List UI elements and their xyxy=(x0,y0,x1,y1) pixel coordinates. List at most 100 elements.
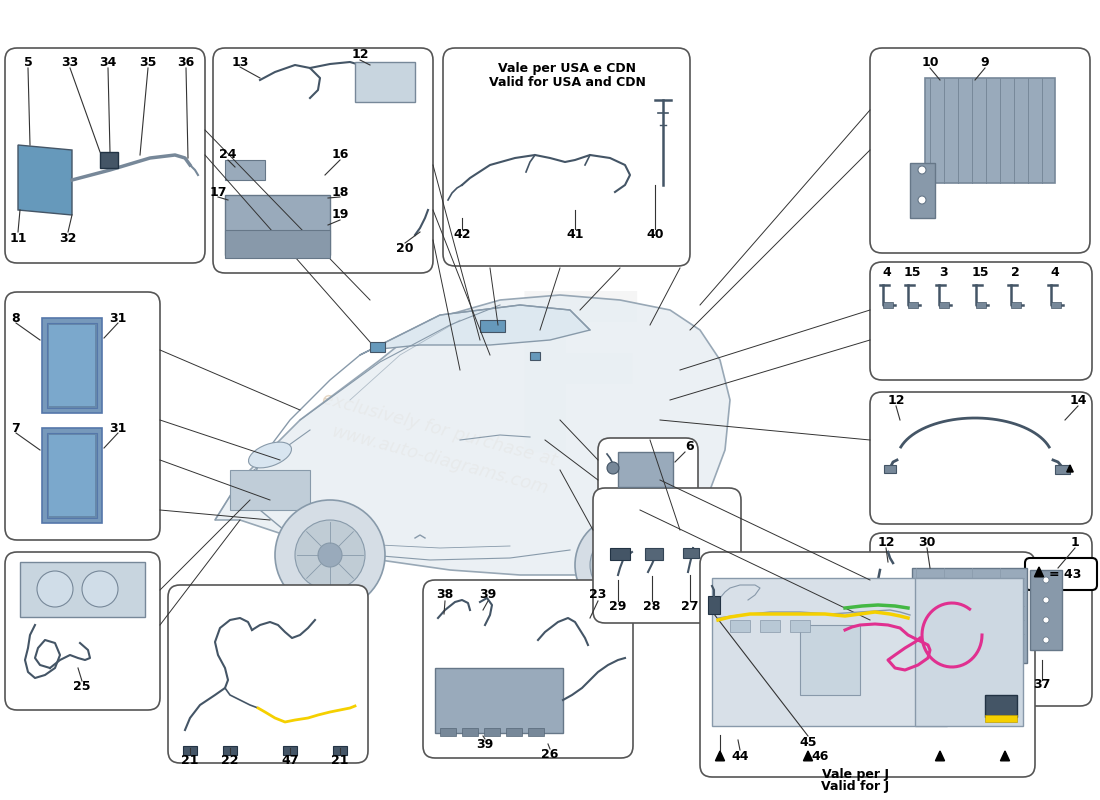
Bar xyxy=(484,728,500,736)
Bar xyxy=(434,668,563,733)
Polygon shape xyxy=(715,751,725,761)
Bar xyxy=(42,318,102,413)
Bar xyxy=(47,433,97,518)
Text: 27: 27 xyxy=(681,601,698,614)
Text: 15: 15 xyxy=(903,266,921,279)
Text: 24: 24 xyxy=(219,149,236,162)
Bar xyxy=(230,470,310,510)
Circle shape xyxy=(275,500,385,610)
Circle shape xyxy=(607,462,619,474)
Bar xyxy=(226,230,330,258)
Text: 39: 39 xyxy=(480,589,496,602)
Bar xyxy=(683,548,698,558)
FancyBboxPatch shape xyxy=(6,48,205,263)
Bar xyxy=(912,568,1027,663)
Text: 18: 18 xyxy=(331,186,349,198)
Bar xyxy=(760,620,780,632)
FancyBboxPatch shape xyxy=(870,262,1092,380)
Text: 23: 23 xyxy=(590,589,607,602)
Text: 9: 9 xyxy=(981,57,989,70)
FancyBboxPatch shape xyxy=(700,552,1035,777)
Text: 1: 1 xyxy=(1070,535,1079,549)
Text: 41: 41 xyxy=(566,229,584,242)
Text: 32: 32 xyxy=(59,231,77,245)
Bar xyxy=(333,746,346,755)
Bar xyxy=(1050,302,1062,308)
Text: 26: 26 xyxy=(541,749,559,762)
Ellipse shape xyxy=(575,518,666,613)
Polygon shape xyxy=(803,751,813,761)
Circle shape xyxy=(37,571,73,607)
Bar xyxy=(370,342,385,352)
Text: 45: 45 xyxy=(800,735,816,749)
Bar xyxy=(226,160,265,180)
Bar xyxy=(976,302,986,308)
Bar xyxy=(984,715,1018,722)
Text: 44: 44 xyxy=(732,750,749,763)
Text: Vale per USA e CDN: Vale per USA e CDN xyxy=(498,62,636,75)
Text: 42: 42 xyxy=(453,229,471,242)
Ellipse shape xyxy=(610,554,630,576)
Text: 31: 31 xyxy=(109,422,126,434)
Text: 21: 21 xyxy=(182,754,199,766)
Circle shape xyxy=(918,196,926,204)
FancyBboxPatch shape xyxy=(870,48,1090,253)
Bar xyxy=(1011,302,1021,308)
Text: 36: 36 xyxy=(177,57,195,70)
Polygon shape xyxy=(1034,567,1044,577)
Bar xyxy=(925,78,1055,183)
Bar xyxy=(283,746,297,755)
Bar xyxy=(730,620,750,632)
Bar xyxy=(939,302,949,308)
Text: 21: 21 xyxy=(331,754,349,766)
Bar xyxy=(984,695,1018,717)
Text: 39: 39 xyxy=(476,738,494,751)
Bar xyxy=(100,152,118,168)
Polygon shape xyxy=(1001,751,1010,761)
Text: 31: 31 xyxy=(109,311,126,325)
Ellipse shape xyxy=(590,534,650,596)
Bar xyxy=(480,320,505,332)
Text: 15: 15 xyxy=(971,266,989,279)
Bar xyxy=(610,548,630,560)
Text: www.auto-diagrams.com: www.auto-diagrams.com xyxy=(330,422,550,498)
Bar xyxy=(355,62,415,102)
Text: 4: 4 xyxy=(1050,266,1059,279)
FancyBboxPatch shape xyxy=(870,533,1092,706)
Circle shape xyxy=(318,543,342,567)
Bar xyxy=(712,578,947,726)
FancyBboxPatch shape xyxy=(213,48,433,273)
Text: 20: 20 xyxy=(396,242,414,254)
Bar xyxy=(530,352,540,360)
Bar xyxy=(42,428,102,523)
Circle shape xyxy=(82,571,118,607)
Circle shape xyxy=(1043,577,1049,583)
Text: 47: 47 xyxy=(282,754,299,766)
Text: 40: 40 xyxy=(647,229,663,242)
Polygon shape xyxy=(1067,465,1074,472)
Polygon shape xyxy=(214,295,730,575)
Bar xyxy=(462,728,478,736)
Bar xyxy=(883,302,893,308)
Bar xyxy=(915,578,1023,726)
Text: 46: 46 xyxy=(812,750,828,763)
Circle shape xyxy=(1043,637,1049,643)
Text: 8: 8 xyxy=(12,311,20,325)
FancyBboxPatch shape xyxy=(593,488,741,623)
Polygon shape xyxy=(935,751,945,761)
Circle shape xyxy=(1043,617,1049,623)
Bar xyxy=(908,302,918,308)
Bar xyxy=(884,465,896,473)
FancyBboxPatch shape xyxy=(1025,558,1097,590)
Text: 25: 25 xyxy=(74,681,90,694)
FancyBboxPatch shape xyxy=(6,552,159,710)
Text: exclusively for purchase at: exclusively for purchase at xyxy=(320,390,560,470)
Circle shape xyxy=(918,166,926,174)
Bar xyxy=(1055,465,1070,474)
Bar xyxy=(618,452,673,487)
FancyBboxPatch shape xyxy=(6,292,159,540)
Text: 38: 38 xyxy=(437,589,453,602)
Text: Valid for USA and CDN: Valid for USA and CDN xyxy=(488,76,646,89)
Bar xyxy=(440,728,456,736)
Bar xyxy=(645,548,663,560)
